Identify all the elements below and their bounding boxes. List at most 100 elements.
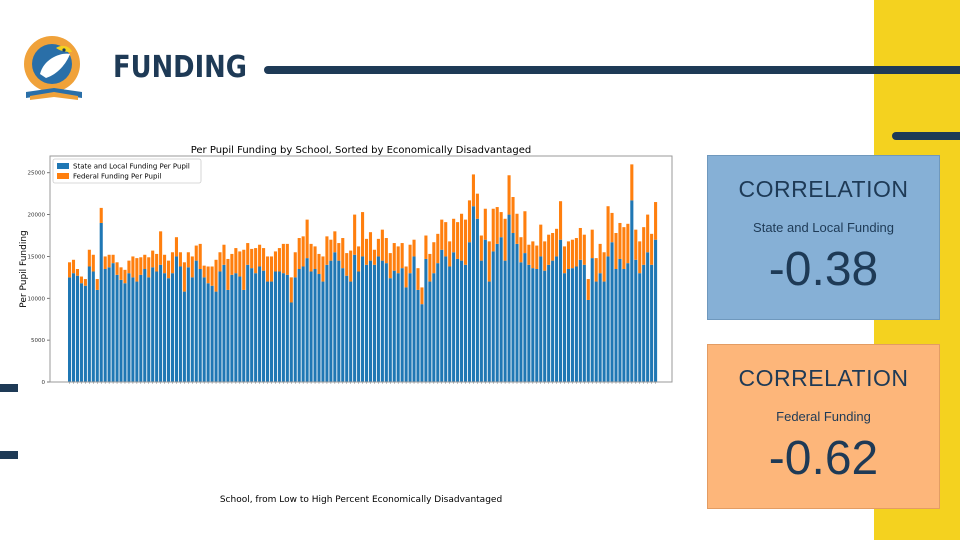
legend-label-federal: Federal Funding Per Pupil (73, 173, 161, 181)
bar-state-local (178, 266, 182, 382)
header-divider (264, 66, 960, 74)
bar-state-local (396, 273, 400, 382)
bar-federal (337, 243, 341, 261)
bar-state-local (432, 273, 436, 382)
state-card-heading: CORRELATION (738, 176, 909, 202)
bar-federal (420, 287, 424, 305)
bar-federal (234, 248, 238, 274)
bar-state-local (127, 273, 131, 382)
bar-federal (622, 227, 626, 269)
bar-state-local (555, 256, 559, 382)
bar-state-local (551, 260, 555, 382)
bar-federal (578, 227, 582, 260)
bar-state-local (559, 239, 563, 382)
bar-federal (452, 218, 456, 253)
bar-federal (503, 218, 507, 261)
bar-state-local (285, 274, 289, 382)
bar-state-local (111, 263, 115, 382)
bar-state-local (143, 269, 147, 382)
bar-federal (226, 258, 230, 290)
bar-federal (178, 252, 182, 267)
bar-federal (650, 233, 654, 265)
bar-state-local (293, 277, 297, 382)
bar-state-local (151, 267, 155, 382)
bar-federal (170, 252, 175, 274)
bar-federal (626, 223, 630, 264)
federal-card-value: -0.62 (768, 432, 879, 485)
bar-federal (448, 241, 452, 267)
bar-state-local (313, 269, 317, 382)
bar-federal (511, 197, 515, 234)
bar-state-local (190, 277, 194, 382)
bar-federal (646, 214, 650, 253)
bar-federal (349, 250, 353, 282)
state-card-label: State and Local Funding (753, 220, 894, 235)
bar-federal (436, 233, 440, 264)
bar-state-local (507, 214, 511, 382)
bar-federal (491, 208, 495, 252)
bar-federal (487, 241, 491, 282)
y-tick-label: 0 (42, 380, 46, 386)
bar-federal (602, 252, 606, 282)
bar-state-local (202, 277, 206, 382)
bar-federal (254, 248, 258, 274)
bar-federal (218, 252, 222, 272)
bar-state-local (273, 271, 277, 382)
bar-state-local (515, 243, 519, 382)
bar-state-local (654, 239, 658, 382)
bar-federal (71, 259, 76, 274)
bar-state-local (222, 264, 226, 382)
bar-federal (551, 233, 555, 261)
bar-state-local (333, 252, 337, 382)
bar-federal (147, 257, 151, 278)
federal-card-label: Federal Funding (776, 409, 871, 424)
bar-state-local (349, 281, 353, 382)
state-card-value: -0.38 (768, 243, 879, 296)
bar-federal (293, 252, 297, 278)
bar-federal (127, 260, 131, 274)
bar-state-local (139, 274, 143, 382)
bar-federal (182, 262, 186, 292)
y-tick-label: 20000 (28, 213, 46, 219)
bar-federal (258, 244, 262, 267)
y-axis-ticks: 0 5000 10000 15000 20000 25000 (28, 171, 50, 386)
y-tick-label: 5000 (31, 338, 45, 344)
bar-state-local (83, 285, 87, 382)
bar-federal (368, 232, 373, 261)
bar-federal (400, 243, 404, 269)
bar-state-local (499, 237, 503, 382)
bar-state-local (487, 281, 491, 382)
legend-swatch-state (57, 163, 69, 169)
bar-state-local (226, 289, 230, 382)
chart-x-axis-label: School, from Low to High Percent Economi… (220, 495, 502, 505)
bar-federal (210, 266, 214, 286)
bar-state-local (174, 256, 179, 382)
bar-federal (289, 277, 293, 303)
bar-state-local (602, 281, 606, 382)
state-correlation-card: CORRELATION State and Local Funding -0.3… (707, 155, 940, 320)
bar-federal (547, 234, 551, 265)
bar-state-local (460, 260, 464, 382)
bar-federal (638, 241, 642, 274)
bar-federal (333, 231, 337, 253)
bar-state-local (475, 218, 479, 382)
bar-state-local (444, 256, 448, 382)
bar-state-local (262, 270, 266, 382)
bar-state-local (535, 269, 539, 382)
bar-federal (495, 207, 499, 244)
bar-state-local (182, 291, 186, 382)
bar-state-local (491, 251, 495, 382)
bar-state-local (166, 278, 171, 382)
bar-state-local (614, 269, 618, 382)
bar-federal (341, 238, 345, 269)
bar-federal (527, 244, 531, 265)
bar-federal (483, 208, 487, 240)
bar-state-local (392, 270, 396, 382)
bar-federal (634, 229, 638, 260)
bar-federal (479, 235, 483, 261)
bar-federal (238, 251, 242, 277)
bar-federal (198, 243, 202, 269)
bar-state-local (456, 258, 460, 382)
bar-state-local (598, 273, 602, 382)
bar-federal (460, 213, 464, 261)
